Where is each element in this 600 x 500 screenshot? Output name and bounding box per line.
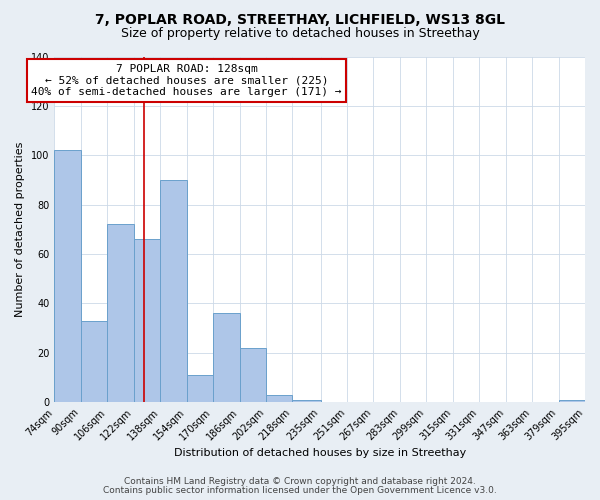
Bar <box>81 320 107 402</box>
Bar <box>107 224 134 402</box>
Bar <box>266 395 292 402</box>
Text: Size of property relative to detached houses in Streethay: Size of property relative to detached ho… <box>121 28 479 40</box>
Bar <box>55 150 81 402</box>
Y-axis label: Number of detached properties: Number of detached properties <box>16 142 25 317</box>
Bar <box>239 348 266 402</box>
Text: Contains public sector information licensed under the Open Government Licence v3: Contains public sector information licen… <box>103 486 497 495</box>
Bar <box>187 375 213 402</box>
X-axis label: Distribution of detached houses by size in Streethay: Distribution of detached houses by size … <box>173 448 466 458</box>
Text: Contains HM Land Registry data © Crown copyright and database right 2024.: Contains HM Land Registry data © Crown c… <box>124 477 476 486</box>
Bar <box>134 239 160 402</box>
Text: 7 POPLAR ROAD: 128sqm
← 52% of detached houses are smaller (225)
40% of semi-det: 7 POPLAR ROAD: 128sqm ← 52% of detached … <box>31 64 342 97</box>
Text: 7, POPLAR ROAD, STREETHAY, LICHFIELD, WS13 8GL: 7, POPLAR ROAD, STREETHAY, LICHFIELD, WS… <box>95 12 505 26</box>
Bar <box>292 400 320 402</box>
Bar <box>213 314 239 402</box>
Bar <box>160 180 187 402</box>
Bar <box>559 400 585 402</box>
